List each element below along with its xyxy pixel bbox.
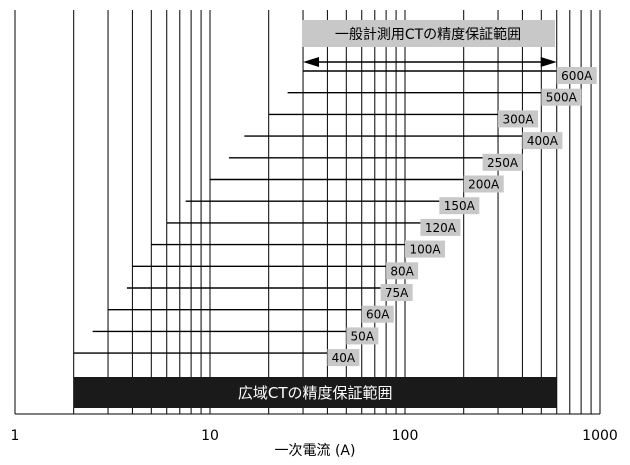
range-label: 80A <box>390 264 414 278</box>
range-label: 40A <box>332 351 356 365</box>
x-tick-label: 1000 <box>582 428 618 444</box>
range-label: 50A <box>351 329 375 343</box>
range-label-background <box>405 240 445 258</box>
range-label: 60A <box>366 308 390 322</box>
wide-ct-band-background <box>73 377 557 408</box>
general-ct-band-label: 一般計測用CTの精度保証範囲 <box>335 26 521 43</box>
range-label: 250A <box>487 156 519 170</box>
arrow-right-icon <box>540 57 557 67</box>
x-axis-label: 一次電流 (A) <box>275 443 356 459</box>
range-label: 300A <box>502 112 534 126</box>
range-label-background <box>420 218 461 236</box>
range-label-background <box>463 175 504 193</box>
range-label: 150A <box>444 199 476 213</box>
range-label-background <box>541 88 582 106</box>
grid-layer <box>14 10 601 415</box>
range-label-background <box>556 67 597 84</box>
range-label-background <box>522 132 563 150</box>
range-label: 500A <box>546 91 578 105</box>
range-label-background <box>361 305 394 323</box>
range-label: 75A <box>385 286 409 300</box>
range-label-background <box>380 284 413 301</box>
range-layer: 600A 500A 300A 400A 250A 200A 150A 120A 100A 80A 7… <box>73 67 597 367</box>
wide-ct-band-label: 広域CTの精度保証範囲 <box>238 384 393 402</box>
range-label: 100A <box>409 243 441 257</box>
range-label: 120A <box>425 221 457 235</box>
range-label-background <box>346 327 379 345</box>
x-tick-label: 100 <box>392 428 419 444</box>
wide-ct-band: 広域CTの精度保証範囲 <box>73 377 557 408</box>
arrow-left-icon <box>303 57 320 67</box>
range-label: 400A <box>527 134 559 148</box>
general-ct-band-background <box>302 20 555 47</box>
range-label-background <box>439 197 480 215</box>
range-label-background <box>482 153 523 171</box>
range-label-background <box>386 262 419 280</box>
x-tick-label: 10 <box>201 428 219 444</box>
range-label: 600A <box>561 69 593 83</box>
range-label-background <box>327 349 360 367</box>
range-label: 200A <box>468 178 500 192</box>
x-tick-label: 1 <box>11 428 20 444</box>
general-ct-band: 一般計測用CTの精度保証範囲 <box>302 20 557 67</box>
x-axis-ticks: 1 10 100 1000 <box>11 428 618 444</box>
range-label-background <box>498 110 539 128</box>
